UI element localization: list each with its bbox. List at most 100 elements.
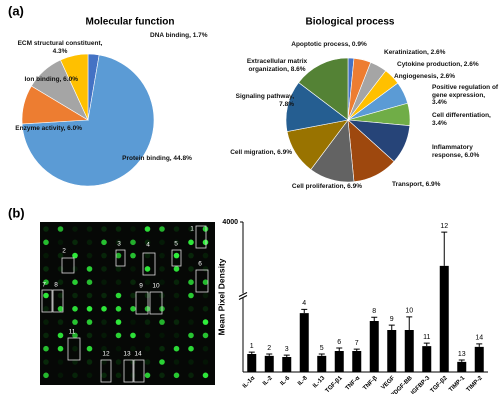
array-spot [159, 332, 165, 339]
array-spot [115, 266, 122, 272]
bar [282, 357, 292, 372]
array-spot [72, 306, 78, 312]
array-box [115, 249, 126, 267]
array-spot [101, 332, 107, 339]
y-tick-label: 4000 [222, 219, 238, 226]
array-spot [188, 359, 194, 365]
array-spot [115, 252, 122, 259]
array-spot [173, 345, 180, 352]
array-spot [144, 239, 151, 246]
array-spot [115, 359, 122, 365]
array-spot [144, 306, 151, 312]
array-spot [57, 279, 64, 286]
array-spot [173, 306, 180, 312]
bar [299, 313, 309, 372]
array-label: 11 [69, 329, 76, 336]
pie-slice [298, 57, 349, 121]
x-tick-label: TIMP-2 [466, 375, 485, 394]
array-spot [43, 226, 49, 232]
array-spot [86, 266, 93, 272]
array-spot [101, 292, 107, 299]
array-spot [43, 306, 49, 312]
axis-break [238, 292, 248, 297]
array-spot [188, 292, 194, 299]
array-spot [159, 252, 165, 259]
array-box [142, 252, 156, 276]
array-spot [159, 226, 165, 232]
slice-label: Angiogenesis, 2.6% [394, 73, 456, 80]
array-spot [159, 372, 165, 379]
array-spot [72, 239, 78, 246]
array-spot [43, 319, 49, 325]
bar-number: 2 [267, 345, 271, 352]
array-spot [130, 239, 136, 246]
array-label: 6 [198, 261, 202, 268]
array-spot [101, 279, 107, 286]
array-spot [202, 319, 209, 325]
array-spot [144, 266, 151, 272]
array-label: 3 [117, 241, 121, 248]
array-spot [43, 372, 49, 379]
pie-slice [21, 54, 155, 187]
bar-number: 4 [302, 300, 306, 307]
array-spot [130, 332, 136, 339]
bar-number: 9 [390, 316, 394, 323]
array-box [67, 337, 81, 361]
array-spot [188, 226, 194, 232]
x-tick-label: IL-6 [279, 375, 291, 387]
array-spot [72, 266, 78, 272]
array-label: 13 [123, 351, 131, 358]
x-tick-label: IL-2 [262, 375, 274, 387]
array-spot [130, 345, 136, 352]
array-spot [57, 252, 64, 259]
array-spot [115, 292, 122, 299]
array-spot [57, 292, 64, 299]
array-label: 4 [146, 242, 150, 249]
array-spot [130, 266, 136, 272]
array-spot [202, 306, 209, 312]
array-label: 9 [139, 283, 143, 290]
array-spot [72, 332, 78, 339]
array-spot [144, 292, 151, 299]
array-image [40, 222, 215, 385]
array-spot [115, 345, 122, 352]
array-spot [188, 306, 194, 312]
bar-number: 11 [423, 334, 430, 341]
array-spot [57, 266, 64, 272]
slice-label: Cell migration, 6.9% [230, 149, 292, 156]
array-spot [115, 332, 122, 339]
bar [264, 355, 274, 372]
array-spot [159, 319, 165, 325]
array-spot [43, 332, 49, 339]
array-spot [188, 279, 194, 286]
array-spot [130, 226, 136, 232]
array-spot [43, 359, 49, 365]
array-spot [43, 266, 49, 272]
array-spot [115, 319, 122, 325]
array-spot [144, 345, 151, 352]
chart-title: Biological process [306, 17, 395, 28]
array-spot [115, 226, 122, 232]
array-box [52, 289, 64, 313]
array-spot [43, 252, 49, 259]
bar [474, 346, 484, 372]
x-tick-label: VEGF [380, 375, 396, 391]
array-spot [173, 279, 180, 286]
bar [387, 330, 397, 372]
slice-label: Cytokine production, 2.6% [397, 61, 479, 68]
array-spot [188, 319, 194, 325]
x-tick-label: IGFBP-3 [410, 375, 431, 394]
array-spot [57, 359, 64, 365]
array-spot [188, 266, 194, 272]
x-tick-label: TGF-β2 [430, 375, 450, 394]
x-tick-label: TGF-β1 [325, 375, 345, 394]
array-label: 2 [62, 248, 66, 255]
array-spot [130, 292, 136, 299]
array-spot [173, 372, 180, 379]
array-box [133, 359, 145, 383]
array-box [149, 291, 163, 315]
array-spot [130, 279, 136, 286]
array-spot [144, 372, 151, 379]
array-spot [144, 226, 151, 232]
